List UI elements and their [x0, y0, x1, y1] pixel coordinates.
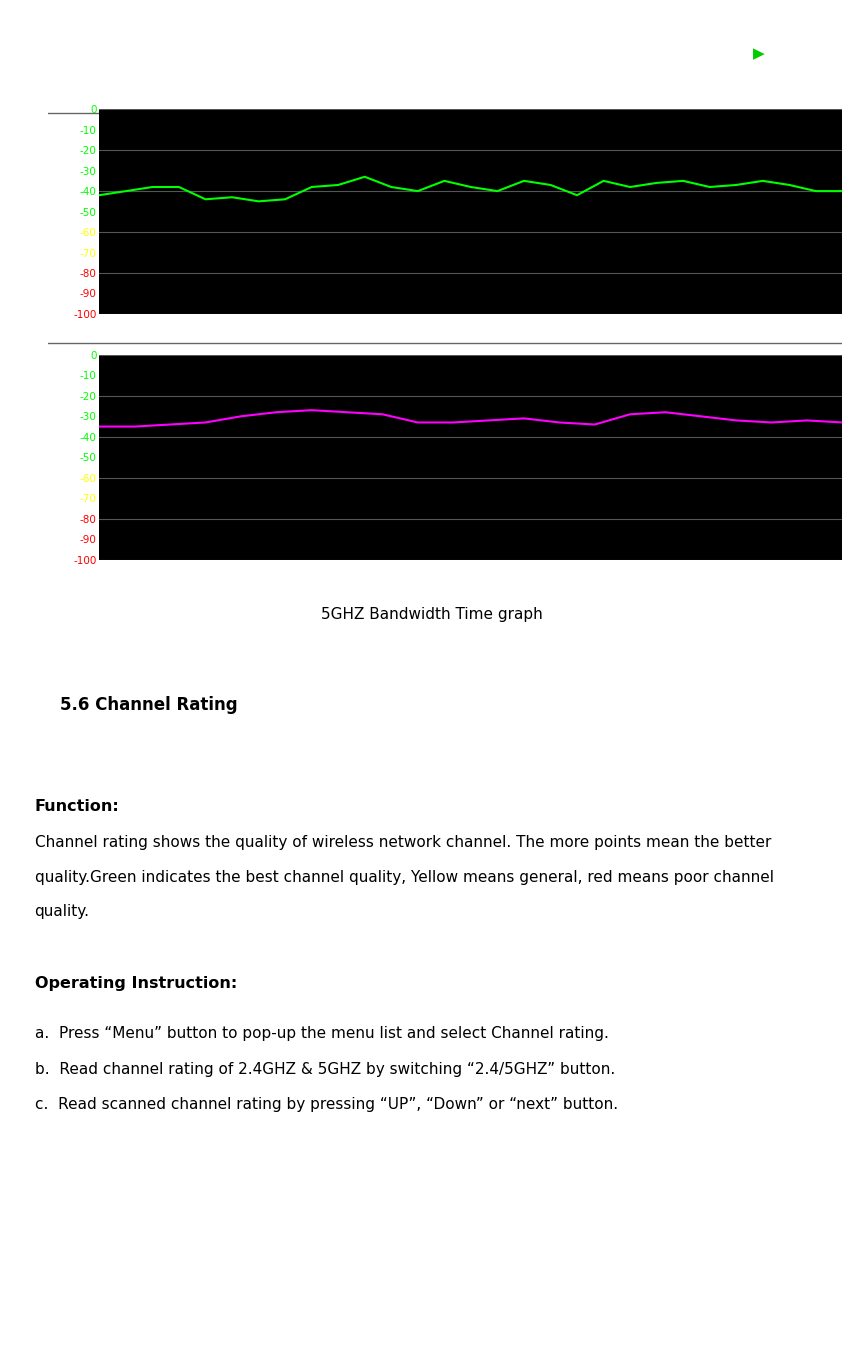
Text: c.  Read scanned channel rating by pressing “UP”, “Down” or “next” button.: c. Read scanned channel rating by pressi…: [35, 1097, 618, 1112]
Text: Function:: Function:: [35, 799, 119, 814]
Text: a.  Press “Menu” button to pop-up the menu list and select Channel rating.: a. Press “Menu” button to pop-up the men…: [35, 1026, 608, 1041]
Text: 5GHZ Bandwidth Time graph: 5GHZ Bandwidth Time graph: [321, 607, 543, 622]
Text: 2.4G Hz: 2.4G Hz: [417, 76, 496, 96]
Text: 5G Hz: 5G Hz: [338, 76, 397, 96]
Text: ▶: ▶: [753, 46, 765, 60]
Bar: [796, 45, 809, 60]
Text: Time graph: Time graph: [92, 76, 206, 96]
Text: Channel rating shows the quality of wireless network channel. The more points me: Channel rating shows the quality of wire…: [35, 835, 771, 850]
Text: stontes11(channel 11): stontes11(channel 11): [351, 128, 539, 147]
Text: quality.Green indicates the best channel quality, Yellow means general, red mean: quality.Green indicates the best channel…: [35, 870, 773, 885]
Bar: [811, 45, 824, 60]
Bar: [823, 46, 828, 57]
Bar: [778, 42, 823, 63]
Text: 5.6 Channel Rating: 5.6 Channel Rating: [60, 696, 238, 714]
Bar: [780, 45, 793, 60]
Text: b.  Read channel rating of 2.4GHZ & 5GHZ by switching “2.4/5GHZ” button.: b. Read channel rating of 2.4GHZ & 5GHZ …: [35, 1062, 615, 1077]
Text: quality.: quality.: [35, 904, 90, 919]
Text: Operating Instruction:: Operating Instruction:: [35, 976, 237, 991]
Text: link895(channel 13): link895(channel 13): [362, 358, 528, 377]
